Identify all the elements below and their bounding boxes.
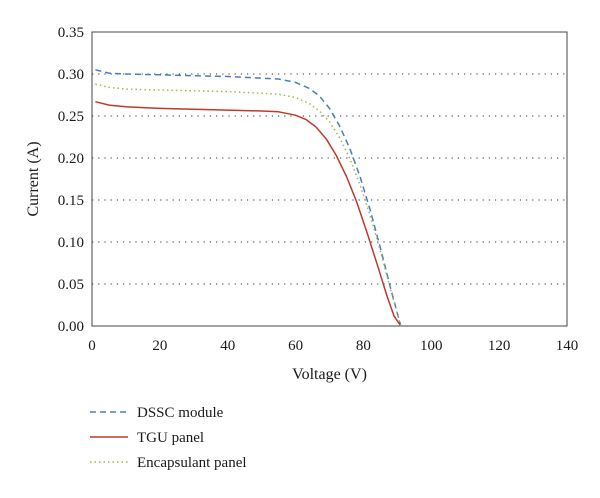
x-tick-label: 60 xyxy=(288,338,303,354)
y-axis-title: Current (A) xyxy=(25,141,42,216)
axes xyxy=(91,31,568,327)
legend: DSSC module TGU panel Encapsulant panel xyxy=(90,405,247,471)
y-tick-label: 0.00 xyxy=(58,319,84,335)
y-tick-label: 0.10 xyxy=(58,235,84,251)
y-tick-label: 0.15 xyxy=(58,193,84,209)
gridlines xyxy=(92,31,567,285)
x-tick-label: 120 xyxy=(488,338,511,354)
series-line-2 xyxy=(95,83,402,327)
x-tick-label: 0 xyxy=(88,338,96,354)
tick-labels: 0.00 0.05 0.10 0.15 0.20 0.25 0.30 0.35 0 20 40 60 8… xyxy=(58,25,579,354)
y-tick-label: 0.05 xyxy=(58,277,84,293)
y-tick-label: 0.30 xyxy=(58,67,84,83)
y-tick-label: 0.25 xyxy=(58,109,84,125)
plot-border xyxy=(91,31,568,327)
series-line-1 xyxy=(95,100,402,327)
y-tick-label: 0.35 xyxy=(58,25,84,41)
x-tick-label: 80 xyxy=(356,338,371,354)
x-tick-label: 140 xyxy=(556,338,579,354)
y-tick-label: 0.20 xyxy=(58,151,84,167)
x-tick-label: 40 xyxy=(220,338,235,354)
legend-label-0: DSSC module xyxy=(137,405,224,421)
legend-label-1: TGU panel xyxy=(137,430,204,446)
x-tick-label: 20 xyxy=(152,338,167,354)
x-tick-label: 100 xyxy=(420,338,443,354)
legend-label-2: Encapsulant panel xyxy=(137,455,247,471)
x-axis-title: Voltage (V) xyxy=(292,366,367,383)
series-lines xyxy=(95,69,402,327)
series-line-0 xyxy=(95,69,402,327)
